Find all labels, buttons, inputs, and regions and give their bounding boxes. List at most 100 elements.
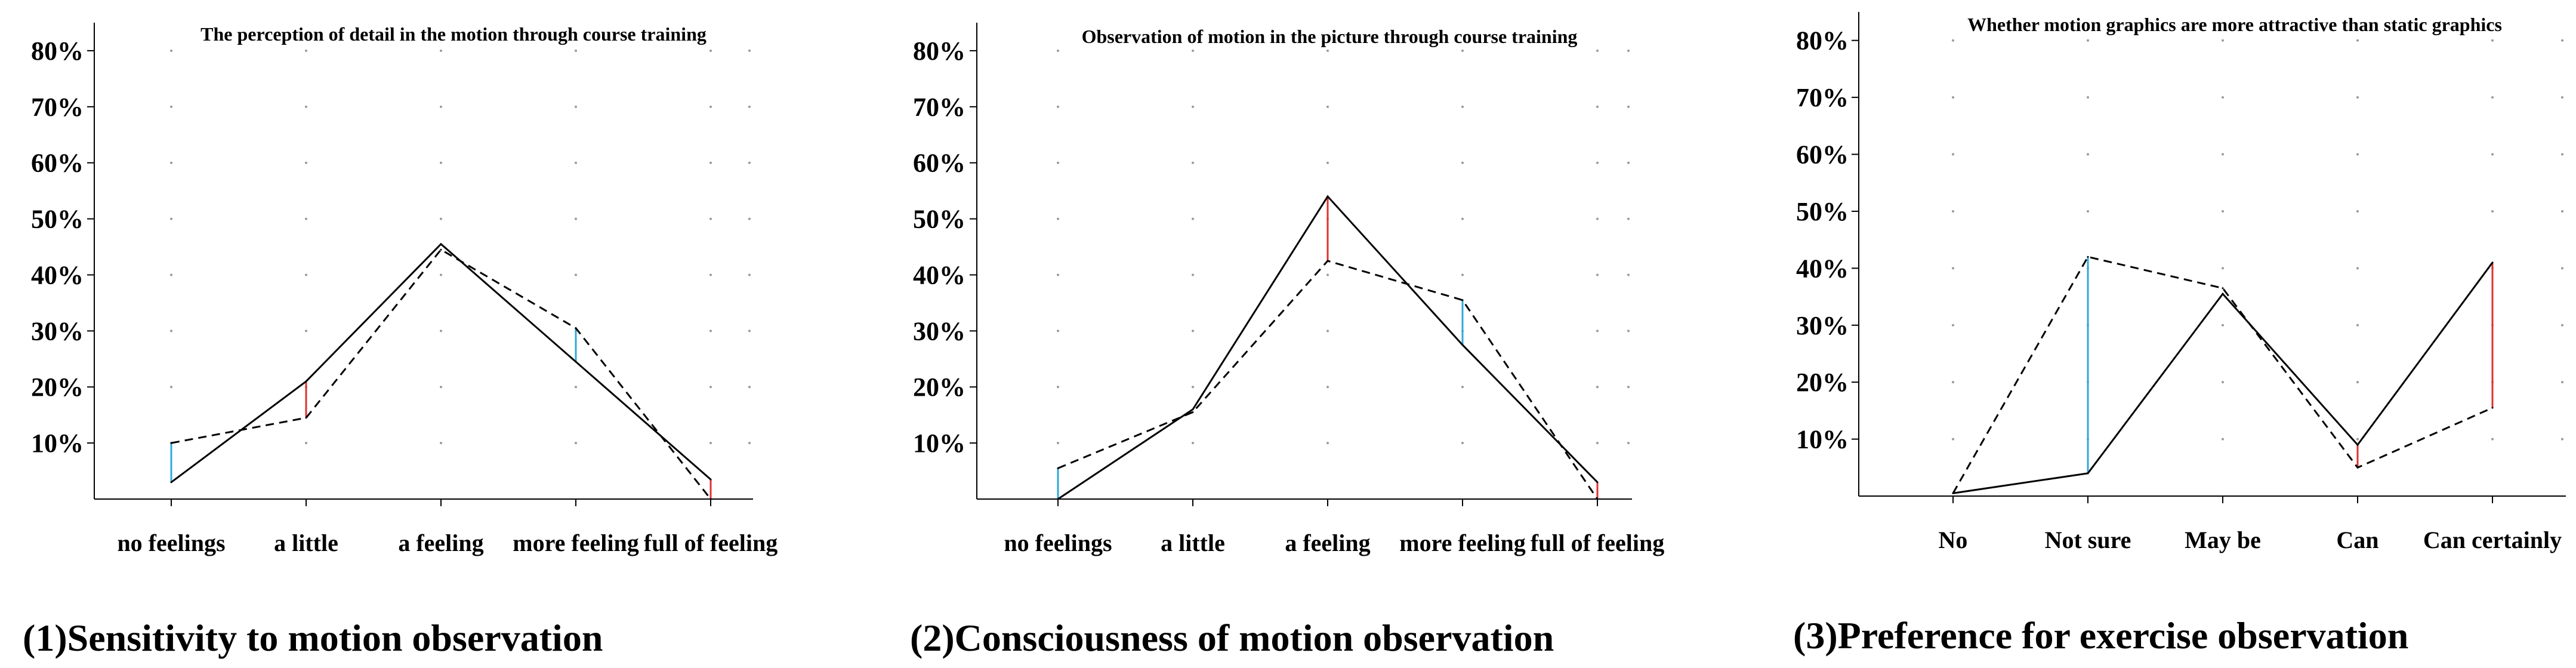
data-point — [1326, 195, 1329, 198]
grid-dot — [305, 217, 307, 220]
grid-dot — [2356, 96, 2359, 99]
grid-dot — [1596, 105, 1599, 108]
grid-dot — [709, 386, 712, 389]
grid-dot — [2087, 210, 2089, 213]
y-tick-label: 50% — [913, 205, 965, 234]
grid-dot — [2491, 438, 2494, 441]
grid-dot — [1596, 49, 1599, 52]
y-tick-label: 60% — [1796, 140, 1849, 170]
grid-dot — [1461, 386, 1464, 389]
grid-dot — [305, 105, 307, 108]
grid-dot — [1627, 330, 1630, 333]
data-point — [440, 248, 442, 251]
y-tick-label: 80% — [913, 36, 965, 66]
grid-dot — [1057, 161, 1059, 164]
grid-dot — [709, 161, 712, 164]
data-point — [1952, 492, 1954, 494]
chart-panel-2: 10% 20% 30% 40% 50% 60% 70% 80% no feelings a lit… — [910, 23, 1664, 659]
grid-dot — [748, 330, 751, 333]
grid-dot — [709, 49, 712, 52]
grid-dot — [1952, 267, 1954, 270]
chart-caption: (1)Sensitivity to motion observation — [23, 617, 603, 659]
grid-dot — [1461, 273, 1464, 276]
grid-dot — [1596, 273, 1599, 276]
data-point — [305, 417, 307, 419]
grid-dot — [748, 105, 751, 108]
grid-dot — [440, 386, 442, 389]
chart-panel-3: 10% 20% 30% 40% 50% 60% 70% 80% No Not sure May be… — [1793, 12, 2566, 657]
grid-dot — [1192, 217, 1194, 220]
category-label: No — [1939, 527, 1968, 553]
grid-dot — [305, 49, 307, 52]
category-label: no feelings — [1004, 530, 1112, 556]
grid-dot — [2561, 153, 2563, 156]
grid-dot — [1192, 330, 1194, 333]
data-point — [1461, 299, 1464, 301]
grid-dot — [2222, 96, 2224, 99]
grid-dot — [305, 330, 307, 333]
grid-dot — [2356, 39, 2359, 42]
grid-dot — [2561, 96, 2563, 99]
grid-dot — [2222, 267, 2224, 270]
y-tick-label: 40% — [1796, 254, 1849, 283]
data-point — [170, 442, 172, 444]
grid-dot — [2491, 210, 2494, 213]
grid-dot — [2561, 210, 2563, 213]
grid-dot — [2561, 39, 2563, 42]
grid-dot — [2561, 324, 2563, 327]
category-label: no feelings — [117, 530, 225, 556]
grid-dot — [2222, 39, 2224, 42]
y-tick-label: 60% — [913, 149, 965, 178]
grid-dot — [1192, 49, 1194, 52]
grid-dot — [1627, 161, 1630, 164]
data-point — [1326, 260, 1329, 262]
data-point — [170, 481, 172, 484]
grid-dot — [2561, 381, 2563, 384]
grid-dot — [2491, 96, 2494, 99]
chart-title: Whether motion graphics are more attract… — [1967, 14, 2502, 35]
y-tick-label: 70% — [31, 93, 84, 122]
data-point — [2491, 407, 2494, 409]
grid-dot — [2087, 96, 2089, 99]
grid-dot — [1952, 153, 1954, 156]
grid-dot — [2561, 267, 2563, 270]
grid-dot — [1952, 381, 1954, 384]
grid-dot — [440, 330, 442, 333]
grid-dot — [575, 49, 577, 52]
chart-title: The perception of detail in the motion t… — [200, 23, 707, 45]
data-point — [575, 327, 577, 330]
grid-dot — [2222, 153, 2224, 156]
grid-dot — [575, 273, 577, 276]
grid-dot — [170, 105, 172, 108]
y-tick-label: 30% — [913, 316, 965, 346]
grid-dot — [1192, 273, 1194, 276]
grid-dot — [1057, 273, 1059, 276]
y-tick-label: 10% — [1796, 425, 1849, 454]
grid-dot — [2087, 39, 2089, 42]
grid-dot — [575, 217, 577, 220]
grid-dot — [1627, 49, 1630, 52]
grid-dot — [1057, 386, 1059, 389]
grid-dot — [2087, 153, 2089, 156]
grid-dot — [440, 442, 442, 445]
y-tick-label: 60% — [31, 149, 84, 178]
data-point — [1461, 344, 1464, 346]
grid-dot — [170, 49, 172, 52]
grid-dot — [170, 273, 172, 276]
grid-dot — [2222, 324, 2224, 327]
category-label: a feeling — [1285, 530, 1370, 556]
grid-dot — [170, 217, 172, 220]
data-point — [1192, 411, 1194, 413]
data-point — [1057, 467, 1059, 469]
category-label: full of feeling — [644, 530, 778, 556]
grid-dot — [1192, 442, 1194, 445]
y-tick-label: 50% — [31, 205, 84, 234]
grid-dot — [2491, 153, 2494, 156]
grid-dot — [575, 386, 577, 389]
category-label: a little — [1161, 530, 1225, 556]
data-point — [440, 243, 442, 245]
y-tick-label: 50% — [1796, 197, 1849, 226]
category-label: more feeling — [513, 530, 638, 556]
grid-dot — [1461, 161, 1464, 164]
